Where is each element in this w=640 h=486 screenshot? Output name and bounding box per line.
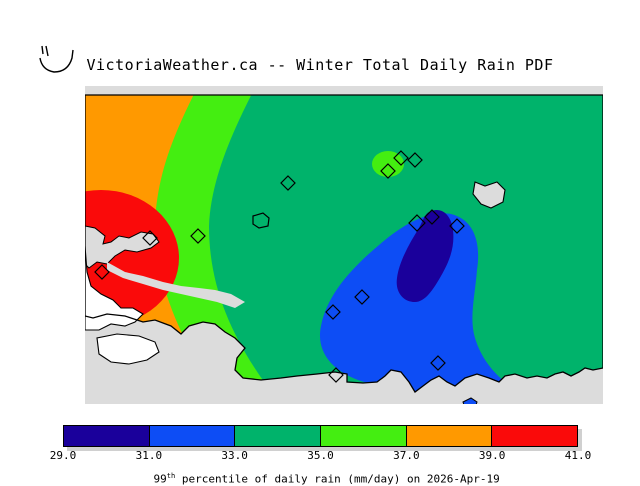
contour-band-31-33 — [320, 213, 505, 392]
station-marker[interactable] — [408, 214, 426, 232]
water-bodies — [85, 212, 478, 404]
inlet-water — [85, 225, 160, 269]
colorbar-band-red[interactable] — [492, 426, 578, 446]
colorbar-tick-41-0: 41.0 — [564, 449, 592, 462]
caption-prefix: 99 — [153, 472, 167, 486]
colorbar-tick-31-0: 31.0 — [135, 449, 163, 462]
station-marker[interactable] — [380, 163, 396, 179]
station-marker[interactable] — [354, 289, 370, 305]
colorbar-tick-33-0: 33.0 — [221, 449, 248, 462]
southwest-bay — [96, 333, 160, 365]
interior-lake — [252, 212, 270, 229]
caption-rest: percentile of daily rain (mm/day) on 202… — [175, 472, 500, 486]
station-marker[interactable] — [94, 264, 110, 280]
colorbar-tick-37-0: 37.0 — [393, 449, 420, 462]
outside-coastline-fragment — [39, 45, 74, 73]
map-plot-area[interactable] — [85, 86, 603, 404]
colorbar-band-bright-green[interactable] — [321, 426, 407, 446]
colorbar-caption: 99th percentile of daily rain (mm/day) o… — [0, 459, 640, 486]
colorbar-bands[interactable] — [63, 425, 578, 447]
station-marker[interactable] — [449, 218, 465, 234]
colorbar-band-orange[interactable] — [406, 426, 493, 446]
contour-band-29-31-core — [396, 210, 454, 302]
northeast-inlet — [472, 181, 506, 209]
colorbar-tick-labels: 29.0 31.0 33.0 35.0 37.0 39.0 41.0 — [0, 449, 640, 463]
station-marker[interactable] — [393, 150, 409, 166]
strait-water — [107, 262, 245, 308]
station-marker[interactable] — [325, 304, 341, 320]
contour-map — [85, 86, 603, 404]
station-marker[interactable] — [430, 355, 446, 371]
colorbar-tick-35-0: 35.0 — [307, 449, 334, 462]
station-marker[interactable] — [190, 228, 206, 244]
eastern-lake — [462, 397, 478, 404]
colorbar-band-sea-green[interactable] — [235, 426, 322, 446]
station-marker[interactable] — [142, 230, 158, 246]
caption-superscript: th — [166, 472, 176, 480]
colorbar-band-navy[interactable] — [64, 426, 150, 446]
station-marker[interactable] — [280, 175, 296, 191]
western-bay — [85, 245, 144, 331]
page-title: VictoriaWeather.ca -- Winter Total Daily… — [86, 56, 554, 74]
colorbar-tick-29-0: 29.0 — [49, 449, 77, 462]
colorbar[interactable] — [63, 425, 582, 451]
colorbar-band-blue[interactable] — [149, 426, 236, 446]
colorbar-tick-39-0: 39.0 — [478, 449, 506, 462]
station-marker[interactable] — [328, 367, 344, 383]
station-marker-group[interactable] — [94, 150, 465, 383]
station-marker[interactable] — [424, 209, 440, 225]
station-marker[interactable] — [407, 152, 423, 168]
